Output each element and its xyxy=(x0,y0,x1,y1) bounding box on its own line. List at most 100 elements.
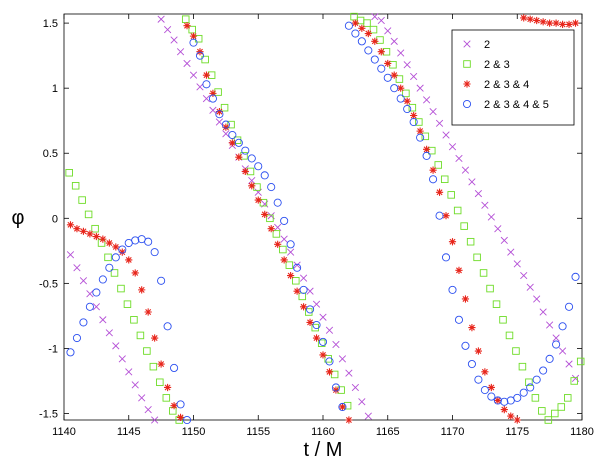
data-point xyxy=(344,21,353,30)
data-point xyxy=(384,59,392,68)
data-point xyxy=(565,302,574,311)
data-point xyxy=(181,15,190,23)
data-point xyxy=(479,269,488,277)
data-point xyxy=(396,94,405,103)
data-point xyxy=(544,416,553,424)
data-point xyxy=(390,37,398,45)
data-point xyxy=(338,402,347,412)
data-point xyxy=(358,398,366,406)
data-point xyxy=(86,230,94,238)
data-point xyxy=(189,32,198,40)
data-point xyxy=(345,369,353,377)
data-point xyxy=(84,210,93,219)
data-point xyxy=(557,403,566,411)
data-point xyxy=(318,337,328,346)
x-tick-label: 1180 xyxy=(570,426,594,438)
data-point xyxy=(293,261,301,269)
data-point xyxy=(461,166,470,174)
data-point xyxy=(105,239,113,247)
data-point xyxy=(202,94,211,103)
data-point xyxy=(395,75,404,83)
data-point xyxy=(507,412,515,420)
data-point xyxy=(312,334,321,342)
data-point xyxy=(220,103,229,112)
data-point xyxy=(364,46,373,55)
data-point xyxy=(196,83,204,91)
x-tick-label: 1160 xyxy=(311,426,335,438)
data-point xyxy=(182,415,192,425)
data-point xyxy=(332,340,340,349)
legend-label: 2 xyxy=(484,39,490,51)
y-tick-label: 1.5 xyxy=(43,18,58,30)
x-tick-label: 1175 xyxy=(505,426,529,438)
data-point xyxy=(98,275,107,284)
data-point xyxy=(558,20,567,29)
data-point xyxy=(151,334,159,342)
data-point xyxy=(371,37,379,45)
data-point xyxy=(66,251,75,259)
legend-marker xyxy=(463,60,471,68)
data-point xyxy=(397,84,405,92)
data-point xyxy=(383,73,392,82)
data-point xyxy=(520,14,528,22)
data-point xyxy=(189,71,198,79)
data-point xyxy=(429,166,437,174)
data-point xyxy=(195,51,205,60)
data-point xyxy=(228,130,237,140)
data-point xyxy=(299,303,308,311)
data-point xyxy=(71,182,80,190)
x-tick-label: 1165 xyxy=(376,426,400,438)
data-point xyxy=(480,386,489,395)
data-point xyxy=(110,269,119,277)
data-point xyxy=(163,322,172,331)
data-point xyxy=(104,253,112,262)
y-tick-label: 0.5 xyxy=(43,148,58,160)
data-point xyxy=(287,248,295,256)
data-point xyxy=(455,266,463,274)
data-point xyxy=(565,360,573,368)
data-point xyxy=(105,329,113,337)
data-point xyxy=(552,340,561,349)
data-point xyxy=(500,397,509,406)
data-point xyxy=(494,396,502,405)
data-point xyxy=(202,71,211,79)
data-point xyxy=(79,227,88,235)
data-point xyxy=(486,284,494,293)
data-point xyxy=(422,151,431,160)
data-point xyxy=(526,283,534,291)
data-point xyxy=(163,25,172,34)
data-point xyxy=(539,366,548,375)
data-point xyxy=(312,300,321,308)
data-point xyxy=(487,383,495,392)
data-point xyxy=(384,27,392,35)
data-point xyxy=(448,285,457,294)
data-point xyxy=(571,272,580,281)
data-point xyxy=(481,368,489,376)
data-point xyxy=(248,176,256,185)
data-point xyxy=(494,225,502,233)
data-point xyxy=(519,388,528,397)
data-point xyxy=(112,342,120,350)
data-point xyxy=(79,318,88,327)
y-tick-label: 1 xyxy=(52,83,58,95)
data-point xyxy=(202,80,211,89)
data-point xyxy=(435,119,444,127)
data-point xyxy=(261,210,269,218)
data-point xyxy=(492,300,501,308)
data-point xyxy=(267,225,275,233)
data-point xyxy=(267,183,276,192)
data-point xyxy=(565,20,573,29)
data-point xyxy=(474,347,482,355)
data-point xyxy=(532,375,541,384)
data-point xyxy=(266,214,274,223)
data-point xyxy=(442,212,450,220)
data-point xyxy=(183,59,191,68)
data-point xyxy=(280,256,288,264)
data-point xyxy=(487,392,496,401)
y-tick-label: -1.5 xyxy=(39,408,58,420)
data-point xyxy=(260,171,269,180)
data-point xyxy=(370,55,379,64)
data-point xyxy=(157,276,166,285)
data-point xyxy=(176,400,185,409)
